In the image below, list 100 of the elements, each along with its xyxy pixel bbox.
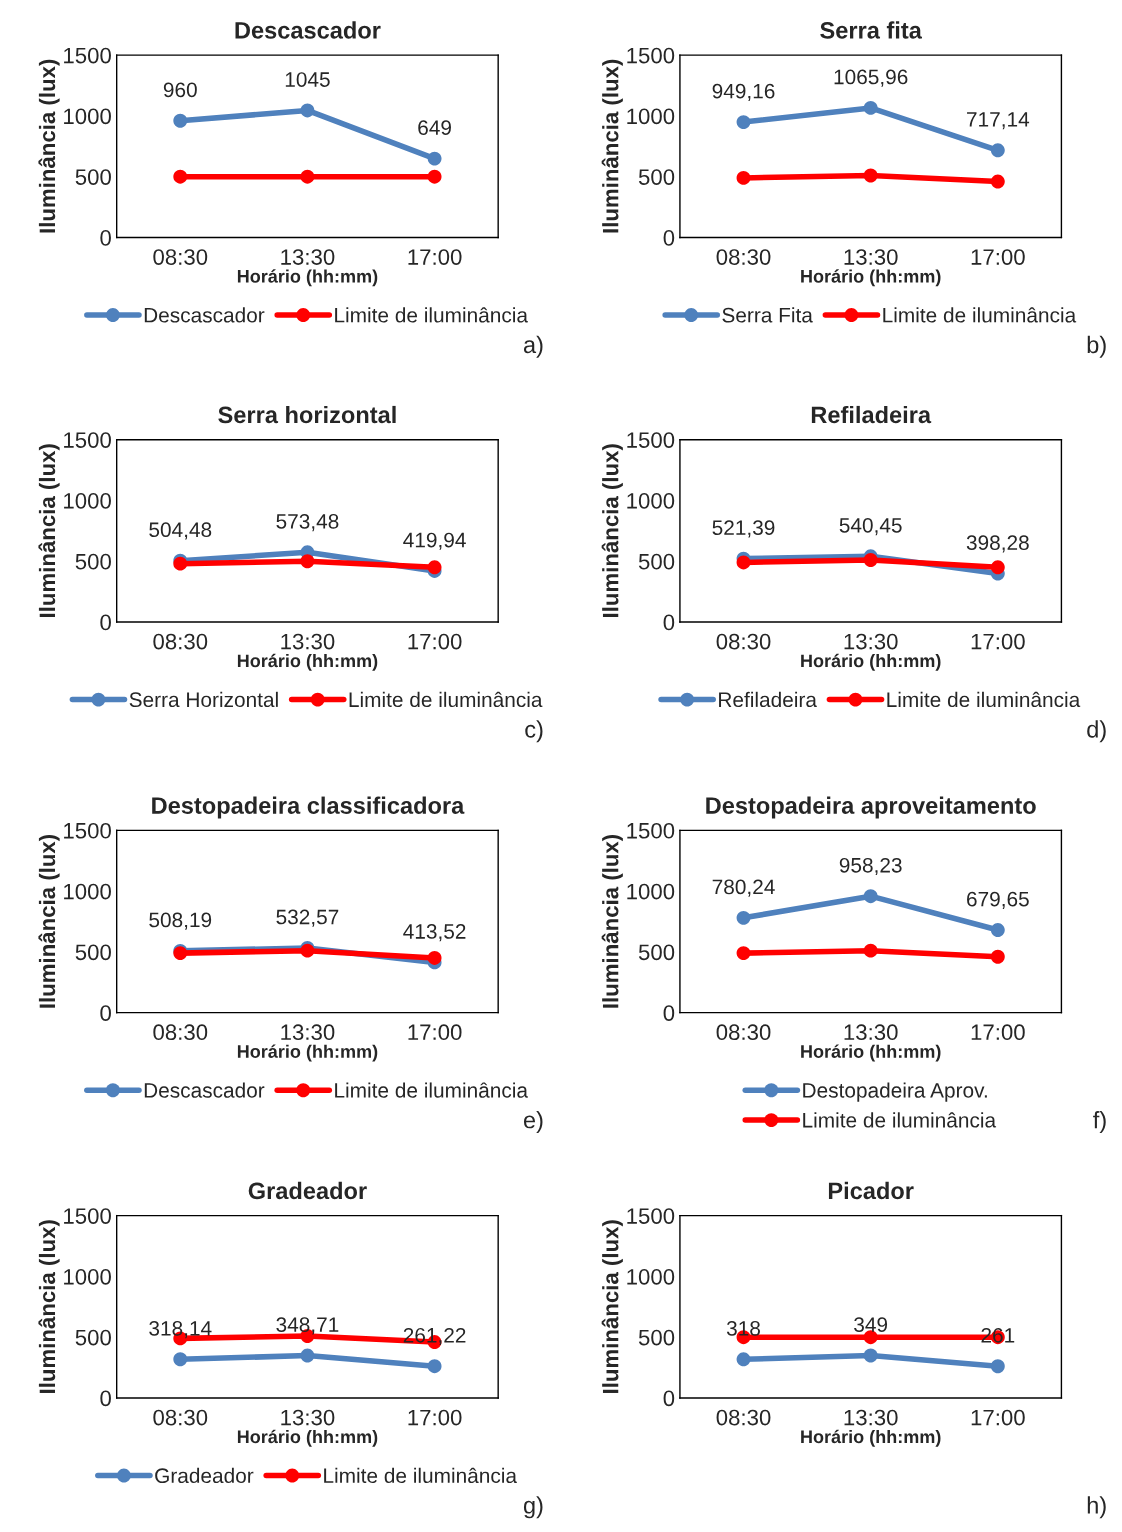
x-tick-label: 13:30	[844, 249, 898, 265]
y-tick-label: 500	[75, 553, 111, 570]
x-axis-title: Horário (hh:mm)	[801, 1429, 941, 1447]
y-tick-label: 1000	[627, 492, 675, 509]
legend-label: Destopadeira Aprov.	[803, 1082, 987, 1102]
point	[736, 170, 751, 185]
point	[300, 169, 315, 184]
x-tick-label: 13:30	[844, 1409, 898, 1426]
y-tick-label: 1000	[64, 492, 111, 509]
y-tick-label: 0	[663, 1390, 675, 1407]
x-tick-label: 13:30	[844, 633, 898, 650]
data-label: 318	[726, 1320, 760, 1336]
x-tick-label: 13:30	[281, 249, 335, 265]
y-tick-label: 1500	[627, 432, 675, 448]
data-label: 532,57	[276, 909, 339, 927]
data-label: 679,65	[967, 891, 1029, 909]
x-tick-label: 08:30	[153, 249, 208, 265]
point	[863, 889, 878, 904]
legend-label: Gradeador	[155, 1467, 254, 1484]
chart-title: Gradeador	[248, 1181, 367, 1200]
y-tick-label: 500	[75, 1329, 111, 1346]
point	[300, 1348, 315, 1363]
data-label: 960	[163, 82, 197, 98]
data-label: 949,16	[712, 83, 775, 101]
legend-label: Limite de iluminância	[335, 307, 528, 323]
data-label: 398,28	[966, 535, 1029, 553]
data-label: 649	[418, 120, 451, 136]
text: h)	[1087, 1496, 1106, 1519]
text: g)	[523, 1496, 543, 1519]
x-tick-label: 17:00	[971, 1409, 1025, 1426]
x-axis-title: Horário (hh:mm)	[237, 1429, 378, 1447]
y-tick-label: 1000	[64, 883, 111, 900]
y-tick-label: 1500	[64, 1208, 111, 1224]
x-axis-title: Horário (hh:mm)	[801, 1044, 941, 1062]
x-tick-label: 08:30	[716, 249, 771, 265]
text: d)	[1087, 720, 1106, 743]
point	[990, 923, 1005, 937]
y-tick-label: 1000	[64, 108, 111, 125]
point	[863, 168, 878, 183]
point	[300, 103, 315, 118]
data-label: 958,23	[839, 857, 902, 876]
y-axis-title: Iluminância (lux)	[38, 444, 60, 618]
legend-label: Limite de iluminância	[349, 691, 543, 708]
y-tick-label: 0	[100, 1005, 111, 1021]
y-tick-label: 1500	[627, 47, 675, 64]
x-axis-title: Horário (hh:mm)	[801, 269, 941, 287]
y-tick-label: 0	[663, 1005, 675, 1021]
x-tick-label: 17:00	[971, 249, 1025, 265]
legend-label: Descascador	[144, 1082, 265, 1098]
point	[863, 1348, 878, 1363]
x-tick-label: 13:30	[844, 1024, 898, 1041]
text: f)	[1093, 1111, 1106, 1134]
point	[990, 174, 1005, 189]
legend-label: Serra Horizontal	[129, 691, 278, 708]
point	[990, 1359, 1005, 1374]
legend-label: Descascador	[144, 307, 265, 323]
point	[863, 100, 878, 115]
y-tick-label: 500	[75, 944, 111, 961]
point	[736, 910, 751, 925]
point	[736, 946, 751, 961]
legend-label: Limite de iluminância	[883, 307, 1077, 323]
y-tick-label: 500	[638, 553, 675, 570]
y-axis-title: Iluminância (lux)	[38, 1220, 60, 1393]
y-tick-label: 500	[638, 1329, 675, 1346]
y-axis-title: Iluminância (lux)	[601, 834, 623, 1008]
point	[427, 151, 442, 166]
point	[736, 555, 751, 570]
point	[427, 1359, 442, 1374]
data-label: 1065,96	[834, 69, 908, 87]
point	[173, 1352, 188, 1367]
data-label: 413,52	[403, 924, 466, 942]
text: a)	[523, 335, 543, 358]
point	[736, 115, 751, 130]
y-axis-title: Iluminância (lux)	[601, 1220, 623, 1393]
x-axis-title: Horário (hh:mm)	[237, 1044, 378, 1062]
point	[863, 943, 878, 958]
point	[736, 1352, 751, 1367]
x-tick-label: 08:30	[716, 1024, 771, 1041]
x-tick-label: 13:30	[281, 633, 335, 650]
x-tick-label: 17:00	[408, 249, 462, 265]
y-axis-title: Iluminância (lux)	[601, 444, 623, 618]
point	[990, 949, 1005, 964]
text: b)	[1087, 335, 1106, 358]
y-axis-title: Iluminância (lux)	[601, 59, 623, 233]
y-tick-label: 500	[638, 944, 675, 961]
chart-title: Picador	[828, 1181, 914, 1200]
x-tick-label: 08:30	[716, 1409, 771, 1426]
x-axis-title: Horário (hh:mm)	[237, 269, 378, 287]
x-tick-label: 17:00	[408, 633, 462, 650]
legend-label: Limite de iluminância	[335, 1082, 528, 1098]
y-tick-label: 1500	[627, 1208, 675, 1224]
data-label: 521,39	[712, 520, 775, 538]
chart-title: Descascador	[235, 21, 381, 39]
text: e)	[523, 1111, 543, 1134]
x-tick-label: 17:00	[408, 1024, 462, 1041]
x-axis-title: Horário (hh:mm)	[237, 653, 378, 671]
y-tick-label: 1000	[64, 1268, 111, 1285]
x-tick-label: 13:30	[281, 1024, 335, 1041]
y-tick-label: 1500	[64, 47, 111, 64]
data-label: 419,94	[403, 532, 466, 550]
